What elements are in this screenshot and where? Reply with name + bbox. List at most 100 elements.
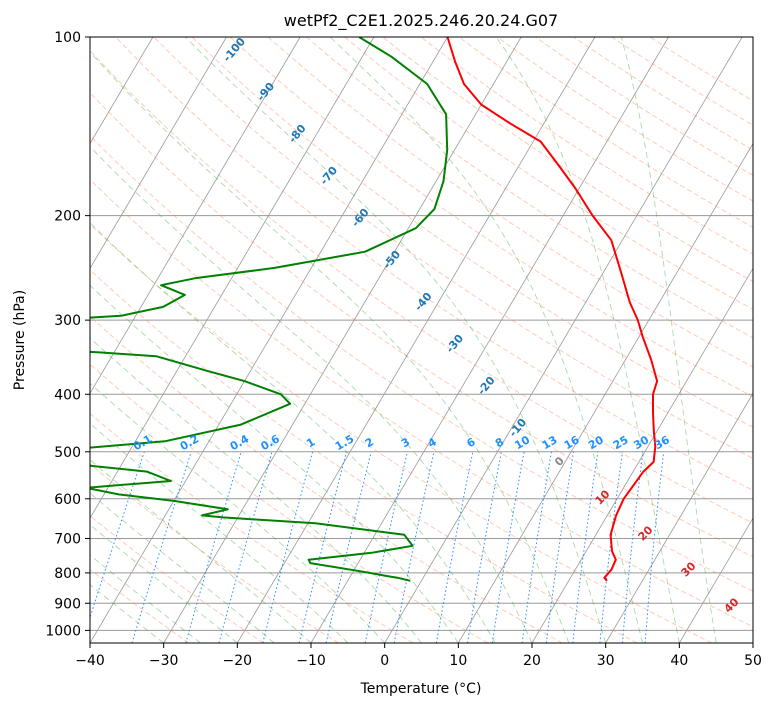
x-tick-label: 0 [380, 653, 389, 669]
x-tick-label: −20 [223, 653, 253, 669]
y-tick-label: 300 [54, 313, 81, 329]
dry-adiabat-line [90, 49, 753, 524]
chart-title: wetPf2_C2E1.2025.246.20.24.G07 [284, 11, 558, 31]
y-axis-title: Pressure (hPa) [12, 290, 28, 390]
moist-adiabat-line [329, 37, 643, 643]
y-tick-label: 200 [54, 209, 81, 225]
mixing-ratio-line [90, 451, 145, 620]
dry-adiabat-label: -30 [443, 332, 466, 356]
isotherm-line [457, 142, 753, 643]
isotherm-line [605, 392, 753, 643]
dry-adiabat-line [90, 178, 753, 628]
dry-adiabat-line [90, 515, 264, 643]
isotherm-line [90, 37, 154, 145]
dry-adiabat-line [90, 315, 563, 643]
mixing-ratio-label: 0.6 [259, 432, 283, 453]
data-layer [90, 37, 659, 582]
plot-frame [89, 36, 754, 644]
mixing-ratio-line [364, 451, 408, 643]
mixing-ratio-label: 16 [562, 433, 582, 452]
dry-adiabat-label: -80 [286, 122, 309, 146]
mixing-ratio-label: 4 [426, 435, 439, 450]
dry-adiabat-line [191, 37, 753, 428]
moist-adiabat-label: 0 [552, 454, 567, 469]
grid-layer [0, 37, 753, 643]
y-tick-label: 500 [54, 445, 81, 461]
mixing-ratio-line [572, 451, 599, 643]
dry-adiabat-line [153, 37, 753, 459]
dry-adiabat-line [90, 412, 414, 643]
y-tick-label: 700 [54, 532, 81, 548]
mixing-ratio-line [435, 451, 474, 643]
mixing-ratio-line [491, 451, 525, 643]
mixing-ratio-line [467, 451, 502, 643]
mixing-ratio-label: 2 [363, 435, 376, 450]
isotherm-line [90, 37, 375, 519]
mixing-ratio-line [325, 451, 372, 643]
dry-adiabat-line [90, 463, 339, 643]
dry-adiabat-line [649, 37, 753, 102]
isotherm-line [752, 642, 753, 643]
mixing-ratio-line [262, 451, 314, 643]
mixing-ratio-line [131, 451, 192, 643]
isotherm-line [90, 37, 448, 643]
mixing-ratio-line [185, 451, 242, 643]
moist-adiabat-line [90, 492, 275, 643]
mixing-ratio-label: 20 [586, 433, 606, 452]
mixing-ratio-line [644, 451, 665, 643]
y-tick-label: 100 [54, 30, 81, 46]
x-tick-label: 20 [523, 653, 541, 669]
moist-adiabat-line [90, 337, 422, 643]
dry-adiabat-line [90, 223, 712, 643]
isotherm-line [531, 267, 753, 643]
x-tick-label: −30 [149, 653, 179, 669]
temperature-profile-line [446, 37, 659, 582]
dry-adiabat-line [420, 37, 753, 255]
dry-adiabat-label: -70 [317, 164, 340, 188]
moist-adiabat-line [90, 382, 386, 643]
dry-adiabat-line [535, 37, 753, 176]
mixing-ratio-label: 1.5 [333, 432, 356, 453]
moist-adiabat-label: 10 [593, 487, 613, 507]
moist-adiabat-line [185, 37, 607, 643]
x-tick-label: 50 [744, 653, 762, 669]
moist-adiabat-line [620, 37, 717, 643]
moist-adiabat-line [90, 284, 459, 643]
isotherm-line [0, 37, 6, 643]
moist-adiabat-line [90, 222, 496, 643]
dry-adiabat-line [382, 37, 753, 282]
dry-adiabat-label: -40 [412, 290, 435, 314]
x-tick-label: 40 [670, 653, 688, 669]
y-tick-label: 1000 [45, 623, 81, 639]
moist-adiabat-line [90, 422, 349, 643]
mixing-ratio-label: 13 [540, 433, 560, 452]
isotherm-line [90, 37, 301, 395]
mixing-ratio-label: 8 [493, 435, 506, 450]
x-axis-title: Temperature (°C) [360, 681, 482, 697]
mixing-ratio-label: 1 [304, 435, 317, 450]
y-tick-label: 800 [54, 566, 81, 582]
dry-adiabat-line [115, 37, 753, 491]
moist-adiabat-line [90, 51, 570, 643]
line-labels: 0.1 0.2 0.4 0.6 1 1.5 2 3 4 6 8 10 13 16 20 25 30 36-100-… [131, 37, 742, 616]
dry-adiabat-label: -90 [254, 80, 277, 104]
moist-adiabat-line [90, 554, 201, 643]
y-tick-label: 900 [54, 596, 81, 612]
mixing-ratio-label: 0.2 [178, 432, 201, 453]
x-tick-label: 10 [449, 653, 467, 669]
dry-adiabat-line [90, 568, 190, 643]
x-tick-label: −40 [75, 653, 105, 669]
dry-adiabat-line [306, 37, 753, 339]
mixing-ratio-line [599, 451, 623, 643]
axes: −40 −30 −20 −10 0 10 20 30 40 5010020030040050060… [45, 30, 762, 669]
dry-adiabat-label: -50 [380, 248, 403, 272]
y-tick-label: 600 [54, 492, 81, 508]
moist-adiabat-label: 20 [636, 523, 656, 543]
isotherm-line [678, 517, 753, 643]
mixing-ratio-label: 30 [631, 433, 651, 452]
mixing-ratio-line [393, 451, 435, 643]
mixing-ratio-line [298, 451, 347, 643]
dry-adiabat-line [229, 37, 753, 398]
mixing-ratio-label: 0.4 [228, 432, 252, 453]
isotherm-line [163, 37, 522, 643]
